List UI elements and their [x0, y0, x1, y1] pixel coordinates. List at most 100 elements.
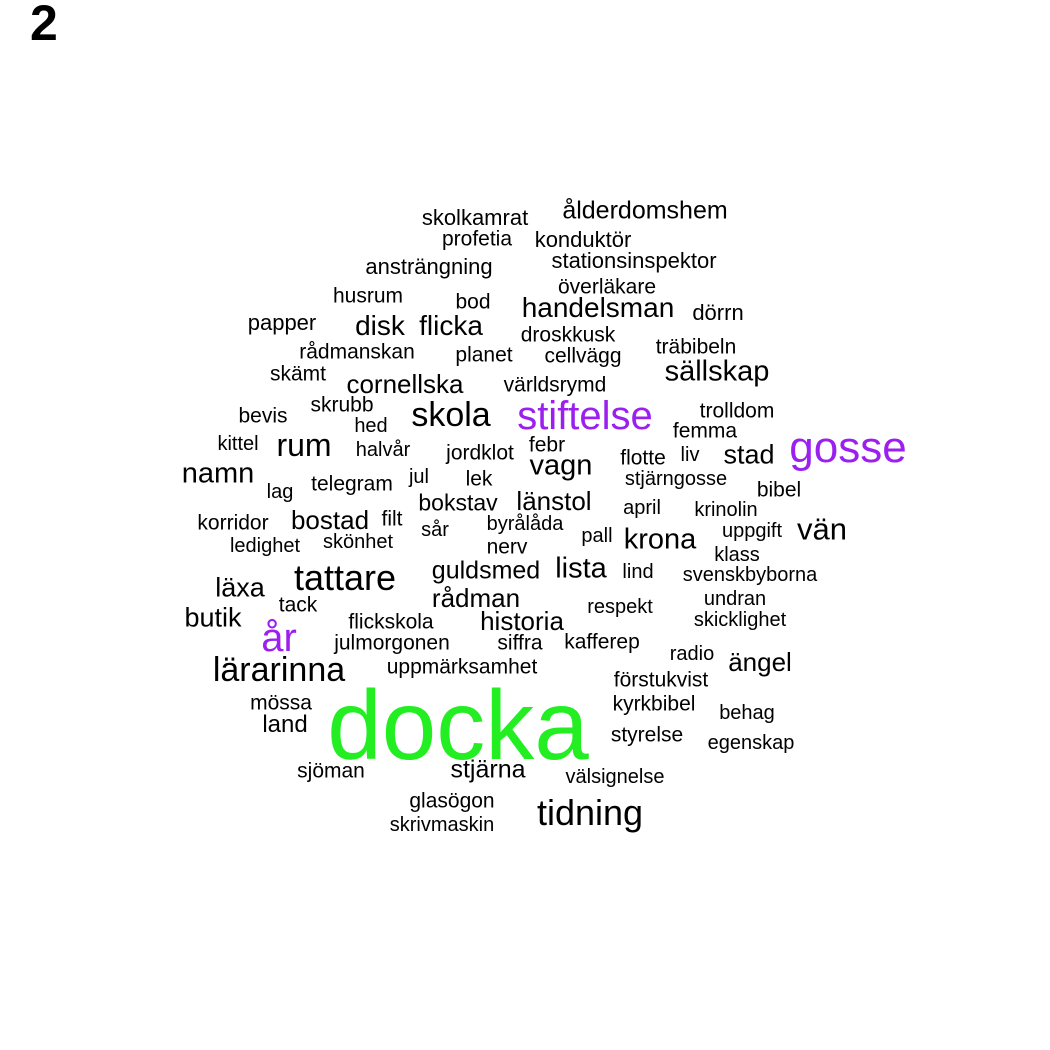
word-skrivmaskin: skrivmaskin	[389, 814, 495, 836]
word-skönhet: skönhet	[322, 531, 394, 553]
word-bokstav: bokstav	[418, 489, 498, 516]
word-egenskap: egenskap	[707, 732, 795, 754]
word-halvår: halvår	[355, 439, 411, 461]
word-styrelse: styrelse	[610, 723, 684, 747]
word-docka: docka	[327, 670, 589, 780]
word-lag: lag	[266, 481, 294, 503]
word-tattare: tattare	[293, 557, 397, 598]
word-flotte: flotte	[620, 446, 666, 470]
word-skolkamrat: skolkamrat	[421, 205, 529, 230]
word-planet: planet	[455, 343, 513, 367]
word-bevis: bevis	[238, 404, 288, 428]
word-lista: lista	[555, 552, 607, 585]
word-klass: klass	[714, 544, 760, 566]
word-glasögon: glasögon	[409, 789, 495, 813]
word-husrum: husrum	[332, 284, 404, 308]
word-sjöman: sjöman	[297, 759, 365, 783]
word-febr: febr	[528, 433, 566, 457]
word-hed: hed	[354, 415, 388, 437]
word-pall: pall	[581, 525, 613, 547]
word-lärarinna: lärarinna	[212, 651, 346, 689]
word-trolldom: trolldom	[699, 399, 775, 423]
word-tidning: tidning	[536, 792, 644, 833]
word-tack: tack	[278, 593, 318, 617]
word-skicklighet: skicklighet	[693, 609, 787, 631]
word-kyrkbibel: kyrkbibel	[612, 692, 696, 716]
word-disk: disk	[355, 310, 405, 341]
word-bod: bod	[455, 290, 491, 314]
word-uppmärksamhet: uppmärksamhet	[386, 655, 538, 679]
word-världsrymd: världsrymd	[503, 373, 607, 397]
word-filt: filt	[381, 507, 403, 531]
word-papper: papper	[247, 310, 317, 335]
word-lek: lek	[465, 467, 493, 491]
word-kittel: kittel	[217, 433, 259, 455]
word-femma: femma	[672, 419, 738, 443]
word-träbibeln: träbibeln	[655, 335, 737, 359]
word-lind: lind	[622, 561, 654, 583]
word-stjärna: stjärna	[450, 755, 526, 784]
word-överläkare: överläkare	[557, 275, 657, 299]
word-gosse: gosse	[789, 423, 907, 472]
word-land: land	[262, 711, 308, 738]
word-profetia: profetia	[441, 227, 513, 251]
word-kafferep: kafferep	[564, 630, 640, 654]
word-ansträngning: ansträngning	[365, 254, 493, 279]
word-krona: krona	[623, 523, 697, 556]
word-skola: skola	[411, 396, 491, 434]
word-namn: namn	[181, 457, 255, 490]
word-liv: liv	[680, 444, 700, 466]
word-ålderdomshem: ålderdomshem	[562, 196, 728, 225]
word-konduktör: konduktör	[534, 227, 632, 252]
word-julmorgonen: julmorgonen	[334, 631, 450, 655]
word-droskkusk: droskkusk	[520, 323, 616, 347]
word-respekt: respekt	[587, 596, 653, 618]
word-cellvägg: cellvägg	[544, 344, 622, 368]
word-stjärngosse: stjärngosse	[624, 468, 728, 490]
word-ängel: ängel	[728, 647, 792, 677]
word-siffra: siffra	[497, 631, 543, 655]
word-historia: historia	[480, 606, 564, 636]
word-guldsmed: guldsmed	[431, 556, 541, 585]
word-krinolin: krinolin	[694, 499, 758, 521]
word-stationsinspektor: stationsinspektor	[551, 248, 717, 273]
word-stiftelse: stiftelse	[517, 394, 653, 438]
word-handelsman: handelsman	[521, 292, 675, 323]
word-sällskap: sällskap	[664, 355, 770, 388]
word-cornellska: cornellska	[346, 369, 464, 399]
word-jordklot: jordklot	[446, 441, 514, 465]
word-rådman: rådman	[431, 583, 521, 613]
word-mössa: mössa	[250, 691, 312, 715]
word-vän: vän	[797, 511, 847, 547]
word-radio: radio	[669, 643, 715, 665]
word-behag: behag	[719, 702, 775, 724]
word-korridor: korridor	[197, 511, 269, 535]
word-stad: stad	[723, 439, 775, 470]
word-skrubb: skrubb	[310, 393, 374, 417]
word-vagn: vagn	[529, 449, 593, 482]
word-rådmanskan: rådmanskan	[299, 340, 415, 364]
word-rum: rum	[276, 427, 332, 463]
word-jul: jul	[408, 466, 430, 488]
word-telegram: telegram	[311, 472, 393, 496]
word-sår: sår	[421, 519, 449, 541]
word-byrålåda: byrålåda	[486, 513, 564, 535]
word-läxa: läxa	[215, 572, 265, 603]
panel-label: 2	[30, 0, 58, 51]
word-bostad: bostad	[290, 505, 370, 535]
word-skämt: skämt	[269, 362, 327, 386]
word-flickskola: flickskola	[348, 610, 434, 634]
word-ledighet: ledighet	[229, 535, 301, 557]
word-nerv: nerv	[486, 535, 528, 559]
word-flicka: flicka	[419, 310, 483, 341]
word-undran: undran	[703, 588, 767, 610]
word-förstukvist: förstukvist	[613, 668, 709, 692]
word-länstol: länstol	[516, 486, 592, 516]
word-bibel: bibel	[756, 478, 802, 502]
word-uppgift: uppgift	[721, 520, 783, 542]
word-dörrn: dörrn	[692, 300, 744, 325]
word-butik: butik	[184, 602, 242, 633]
word-år: år	[261, 616, 297, 660]
word-svenskbyborna: svenskbyborna	[682, 564, 818, 586]
